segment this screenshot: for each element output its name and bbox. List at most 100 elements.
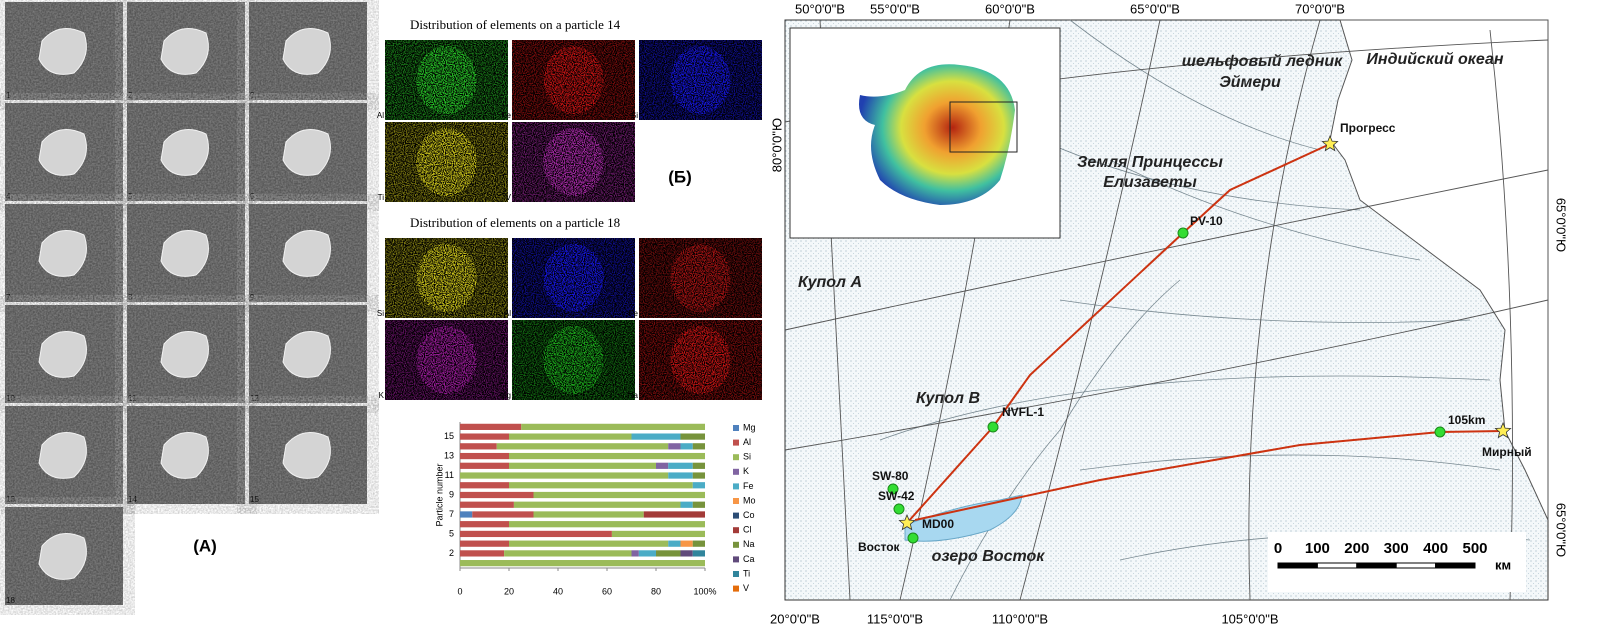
particle xyxy=(282,28,331,75)
scale-segment xyxy=(1395,562,1437,569)
bar-segment xyxy=(692,482,705,489)
image-number: 7 xyxy=(6,293,11,302)
graticule xyxy=(784,19,1549,601)
station-label: Мирный xyxy=(1482,445,1532,459)
element-label: Na xyxy=(628,391,639,400)
legend-label: Si xyxy=(743,452,751,462)
element-label: V xyxy=(506,193,512,202)
element-label: Al xyxy=(504,309,511,318)
image-number: 12 xyxy=(250,394,259,403)
y-tick-label: 15 xyxy=(444,431,454,441)
bar-segment xyxy=(460,540,509,547)
element-blob xyxy=(670,326,731,394)
bar-segment xyxy=(460,550,505,557)
element-label: Fe xyxy=(502,111,512,120)
legend-label: Mg xyxy=(743,422,756,432)
bar-segment xyxy=(668,443,681,450)
legend-swatch xyxy=(733,498,739,504)
scale-segment xyxy=(1356,562,1397,569)
bar-segment xyxy=(680,443,693,450)
station-dot xyxy=(987,421,999,433)
image-number: 3 xyxy=(250,91,255,100)
legend-label: Cl xyxy=(743,525,752,535)
bar-segment xyxy=(496,443,669,450)
lat-label: 65°0'0"Ю xyxy=(1554,198,1569,252)
element-blob xyxy=(543,326,604,394)
y-tick-label: 13 xyxy=(444,450,454,460)
legend-label: Co xyxy=(743,510,755,520)
element-blob xyxy=(416,128,477,196)
bar-segment xyxy=(668,472,693,479)
particle xyxy=(38,129,87,176)
scale-label: 100 xyxy=(1305,540,1330,557)
x-tick-label: 20 xyxy=(504,586,514,596)
station-label: SW-42 xyxy=(878,489,915,503)
lon-label: 50°0'0"В xyxy=(795,1,845,16)
lon-label: 65°0'0"В xyxy=(1130,1,1180,16)
station-dot xyxy=(887,483,899,495)
bar-segment xyxy=(680,540,693,547)
bar-segment xyxy=(680,550,693,557)
legend-label: Ti xyxy=(743,568,750,578)
bar-segment xyxy=(533,511,644,518)
element-label: Mg xyxy=(500,391,511,400)
element-label: Si xyxy=(631,111,638,120)
bar-segment xyxy=(460,462,509,469)
bar-segment xyxy=(611,530,705,538)
bar-segment xyxy=(680,433,705,440)
bar-segment xyxy=(668,540,681,547)
scale-label: 200 xyxy=(1344,540,1369,557)
image-number: 10 xyxy=(6,394,15,403)
y-tick-label: 11 xyxy=(445,470,454,480)
station-star xyxy=(1494,421,1512,439)
x-tick-label: 80 xyxy=(651,586,661,596)
lon-label: 60°0'0"В xyxy=(985,1,1035,16)
image-number: 15 xyxy=(250,495,259,504)
y-tick-label: 9 xyxy=(449,489,454,499)
station-star xyxy=(898,513,916,531)
scale-segment xyxy=(1435,562,1476,569)
legend-label: Mo xyxy=(743,495,756,505)
panel-label: (Б) xyxy=(668,167,692,186)
bar-segment xyxy=(692,462,705,469)
image-number: 11 xyxy=(128,394,137,403)
bar-segment xyxy=(509,482,693,489)
y-tick-label: 2 xyxy=(449,548,454,558)
bar-segment xyxy=(460,423,522,430)
scale-unit: км xyxy=(1495,557,1511,572)
y-axis-label: Particle number xyxy=(434,463,444,526)
region-label: шельфовый ледник xyxy=(1182,53,1343,70)
legend-label: Ca xyxy=(743,554,755,564)
legend-label: Fe xyxy=(743,481,754,491)
lon-label: 20°0'0"В xyxy=(770,611,820,626)
bar-segment xyxy=(631,550,639,557)
chart: 0 20 40 60 80 100% 2 5 7 9 11 13 15 Particle number Mg… xyxy=(434,422,756,596)
particle xyxy=(160,28,209,75)
bar-segment xyxy=(692,540,705,547)
image-number: 9 xyxy=(250,293,255,302)
image-number: 5 xyxy=(128,192,133,201)
station-star xyxy=(1321,134,1339,152)
region-label: Купол А xyxy=(798,274,862,291)
scale-label: 500 xyxy=(1462,540,1487,557)
element-label: Ti xyxy=(378,193,385,202)
bar-segment xyxy=(509,540,669,547)
station-label: MD00 xyxy=(922,517,954,531)
legend-swatch xyxy=(733,585,739,592)
particle xyxy=(160,230,209,277)
map-title: Distribution of elements on a particle 1… xyxy=(410,17,621,32)
bar-segment xyxy=(692,472,705,479)
y-tick-label: 7 xyxy=(449,509,454,519)
bar-segment xyxy=(509,433,632,440)
antarctica xyxy=(859,64,1015,206)
bar-segment xyxy=(643,511,705,518)
panel-b: Distribution of elements on a particle 1… xyxy=(377,17,762,400)
legend-label: Na xyxy=(743,539,755,549)
element-blob xyxy=(416,46,477,114)
bar-segment xyxy=(472,511,534,518)
x-tick-label: 0 xyxy=(457,586,462,596)
element-blob xyxy=(543,46,604,114)
particle xyxy=(160,432,209,479)
legend-swatch xyxy=(733,468,739,475)
scale-label: 400 xyxy=(1423,540,1448,557)
